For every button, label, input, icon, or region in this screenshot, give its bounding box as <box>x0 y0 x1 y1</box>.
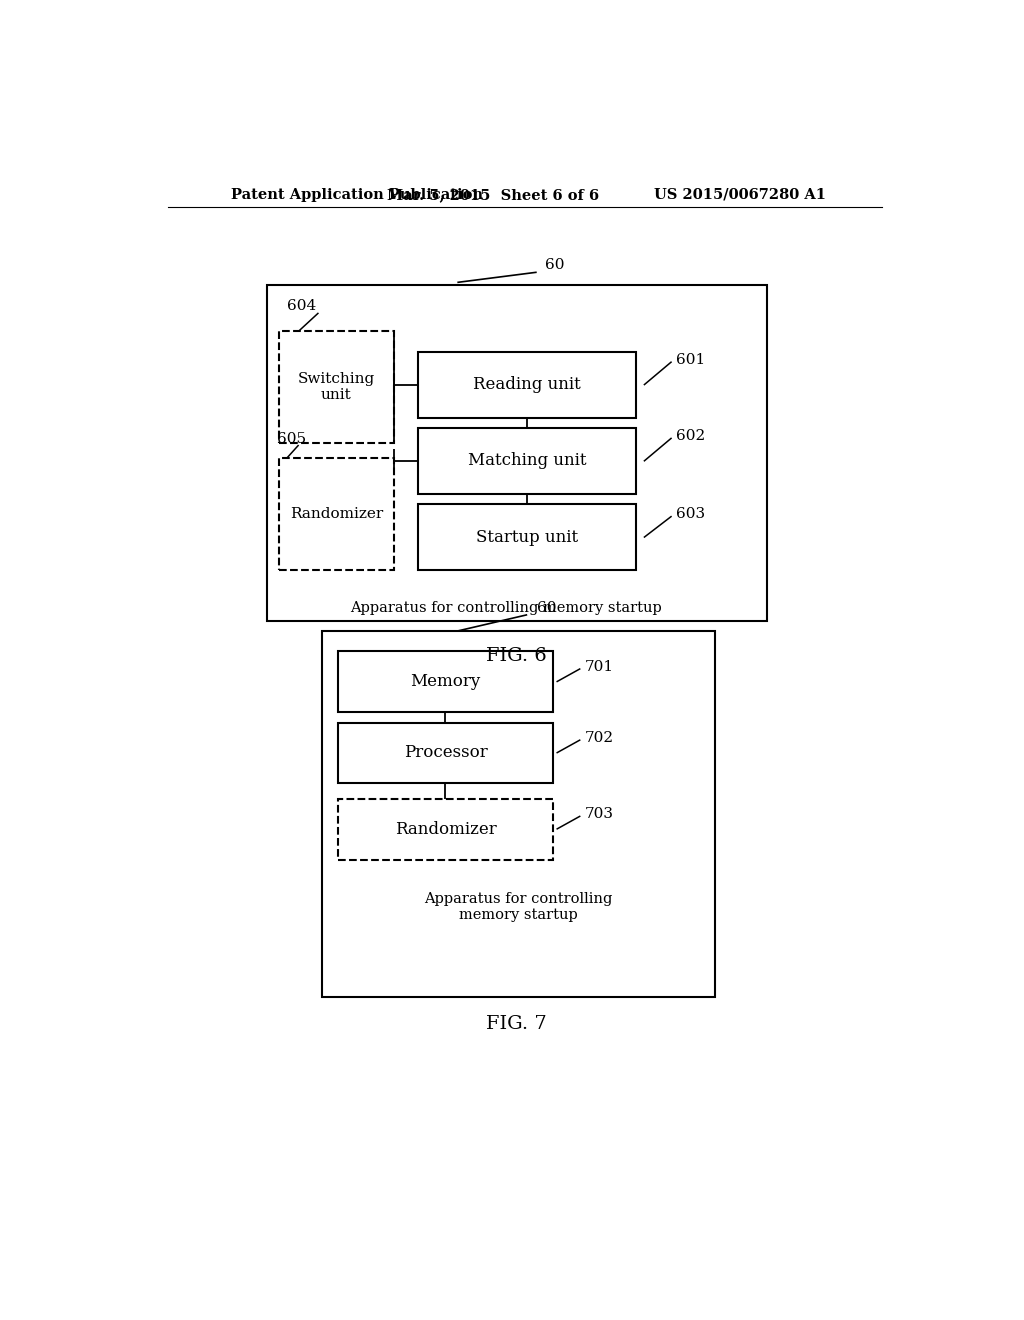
Text: Processor: Processor <box>403 744 487 762</box>
Text: 605: 605 <box>278 432 306 446</box>
Text: Reading unit: Reading unit <box>473 376 581 393</box>
Text: 702: 702 <box>585 731 613 744</box>
Text: Mar. 5, 2015  Sheet 6 of 6: Mar. 5, 2015 Sheet 6 of 6 <box>387 187 599 202</box>
Text: FIG. 7: FIG. 7 <box>486 1015 547 1034</box>
Text: Startup unit: Startup unit <box>476 528 578 545</box>
Text: Matching unit: Matching unit <box>468 453 586 470</box>
Bar <box>323 631 715 997</box>
Text: Switching
unit: Switching unit <box>298 372 375 403</box>
Text: 60: 60 <box>537 601 556 615</box>
Text: 601: 601 <box>676 352 705 367</box>
Bar <box>418 504 636 570</box>
Text: Memory: Memory <box>411 673 480 690</box>
Bar <box>338 651 553 713</box>
Text: US 2015/0067280 A1: US 2015/0067280 A1 <box>654 187 826 202</box>
Bar <box>279 331 394 444</box>
Text: 604: 604 <box>287 298 316 313</box>
Text: 701: 701 <box>585 660 613 673</box>
Text: Patent Application Publication: Patent Application Publication <box>231 187 483 202</box>
Text: 60: 60 <box>545 259 564 272</box>
Bar <box>338 799 553 859</box>
Text: Randomizer: Randomizer <box>290 507 383 521</box>
Bar <box>418 428 636 494</box>
Text: Apparatus for controlling memory startup: Apparatus for controlling memory startup <box>350 601 662 615</box>
Text: 703: 703 <box>585 807 613 821</box>
Text: Randomizer: Randomizer <box>394 821 497 838</box>
Text: 603: 603 <box>676 507 705 521</box>
Bar <box>279 458 394 570</box>
Text: 602: 602 <box>676 429 705 444</box>
Text: Apparatus for controlling
memory startup: Apparatus for controlling memory startup <box>424 892 612 923</box>
Bar <box>418 351 636 417</box>
Bar <box>338 722 553 784</box>
Text: FIG. 6: FIG. 6 <box>486 647 547 665</box>
Bar <box>267 285 767 620</box>
